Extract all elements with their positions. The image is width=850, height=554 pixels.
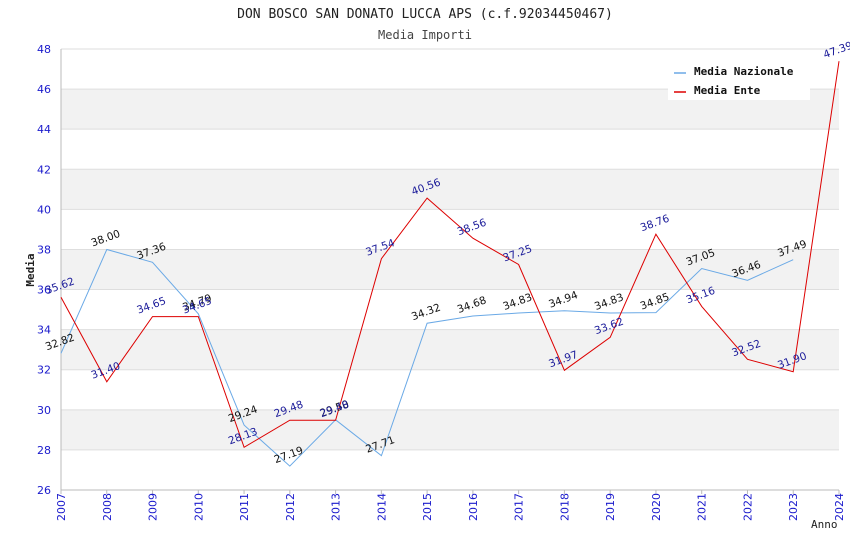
x-tick-label: 2018 bbox=[558, 493, 571, 521]
y-tick-label: 46 bbox=[37, 83, 51, 96]
x-tick-label: 2010 bbox=[192, 493, 205, 521]
series-line-media-nazionale bbox=[60, 248, 794, 467]
x-tick-label: 2014 bbox=[375, 493, 388, 521]
grid-band bbox=[61, 409, 839, 450]
x-tick-label: 2020 bbox=[650, 493, 663, 521]
y-tick-label: 38 bbox=[37, 243, 51, 256]
chart-subtitle: Media Importi bbox=[378, 28, 472, 42]
x-tick-label: 2009 bbox=[147, 493, 160, 521]
chart-title: DON BOSCO SAN DONATO LUCCA APS (c.f.9203… bbox=[237, 7, 613, 22]
y-tick-label: 26 bbox=[37, 484, 51, 497]
x-tick-label: 2017 bbox=[513, 493, 526, 521]
data-label: 34.94 bbox=[547, 289, 580, 311]
legend-label-media-ente: Media Ente bbox=[694, 84, 761, 97]
data-label: 38.56 bbox=[456, 217, 489, 239]
data-label: 38.00 bbox=[90, 228, 122, 250]
grid-bands bbox=[61, 89, 839, 450]
y-tick-label: 48 bbox=[37, 43, 51, 56]
data-label: 34.32 bbox=[410, 302, 442, 324]
data-label: 35.62 bbox=[44, 276, 76, 298]
grid-band bbox=[61, 329, 839, 370]
x-tick-label: 2015 bbox=[421, 493, 434, 521]
x-tick-label: 2023 bbox=[787, 493, 800, 521]
y-tick-label: 36 bbox=[37, 284, 51, 297]
y-tick-label: 28 bbox=[37, 444, 51, 457]
series-line-media-ente bbox=[60, 61, 840, 449]
x-tick-label: 2011 bbox=[238, 493, 251, 521]
series-lines bbox=[60, 61, 840, 467]
data-label: 34.68 bbox=[456, 294, 488, 316]
y-tick-label: 40 bbox=[37, 203, 51, 216]
x-tick-label: 2019 bbox=[604, 493, 617, 521]
data-label: 38.76 bbox=[639, 213, 672, 235]
x-tick-label: 2021 bbox=[696, 493, 709, 521]
y-tick-label: 32 bbox=[37, 364, 51, 377]
x-tick-label: 2022 bbox=[741, 493, 754, 521]
grid-band bbox=[61, 169, 839, 210]
x-tick-label: 2024 bbox=[833, 493, 846, 521]
axes bbox=[60, 49, 839, 491]
legend-label-media-nazionale: Media Nazionale bbox=[694, 65, 794, 78]
legend: Media Nazionale Media Ente bbox=[668, 62, 810, 100]
data-label: 47.39 bbox=[822, 40, 850, 62]
x-tick-label: 2008 bbox=[101, 493, 114, 521]
y-tick-label: 34 bbox=[37, 324, 51, 337]
y-axis-label: Media bbox=[24, 253, 37, 286]
y-tick-label: 30 bbox=[37, 404, 51, 417]
x-tick-label: 2012 bbox=[284, 493, 297, 521]
data-label: 34.65 bbox=[135, 295, 167, 317]
x-axis-label: Anno bbox=[811, 518, 838, 531]
data-label: 34.83 bbox=[501, 291, 533, 313]
y-tick-label: 44 bbox=[37, 123, 51, 136]
x-tick-label: 2016 bbox=[467, 493, 480, 521]
y-tick-label: 42 bbox=[37, 163, 51, 176]
x-tick-label: 2007 bbox=[55, 493, 68, 521]
data-label: 34.83 bbox=[593, 291, 625, 313]
grid-band bbox=[61, 249, 839, 290]
x-ticks: 2007 2008 2009 2010 2011 2012 2013 2014 2015 2016… bbox=[55, 490, 846, 521]
y-ticks: 26 28 30 32 34 36 38 40 42 44 46 48 bbox=[37, 43, 51, 497]
legend-box bbox=[668, 62, 810, 100]
x-tick-label: 2013 bbox=[330, 493, 343, 521]
data-label: 34.85 bbox=[639, 291, 671, 313]
